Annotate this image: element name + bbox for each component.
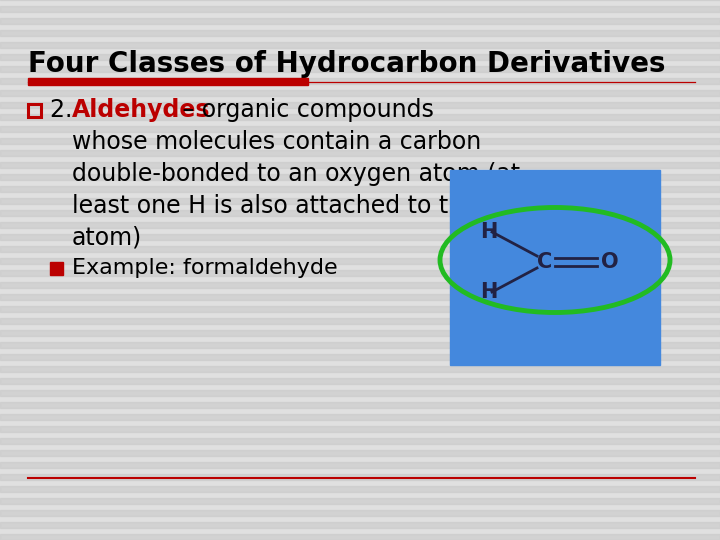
Bar [0, 498, 720, 504]
Text: H: H [480, 282, 498, 302]
Bar [0, 258, 720, 264]
Bar [50, 261, 63, 274]
Bar [0, 366, 720, 372]
Bar [0, 90, 720, 96]
Bar [0, 210, 720, 216]
Bar [0, 390, 720, 396]
Text: Example: formaldehyde: Example: formaldehyde [72, 258, 338, 278]
Bar [0, 486, 720, 492]
Bar [0, 294, 720, 300]
Text: 2.: 2. [50, 98, 80, 122]
Bar [0, 54, 720, 60]
Text: – organic compounds: – organic compounds [175, 98, 434, 122]
Text: Aldehydes: Aldehydes [72, 98, 210, 122]
Text: O: O [601, 252, 618, 272]
Bar [0, 306, 720, 312]
Bar [450, 170, 660, 365]
Bar [0, 354, 720, 360]
Text: least one H is also attached to the C: least one H is also attached to the C [72, 194, 502, 218]
Bar [0, 474, 720, 480]
Bar [0, 522, 720, 528]
Bar [0, 198, 720, 204]
Bar [0, 174, 720, 180]
Bar [0, 402, 720, 408]
Bar [0, 30, 720, 36]
Bar [0, 18, 720, 24]
Bar [0, 438, 720, 444]
Text: C: C [537, 252, 553, 272]
Bar [0, 378, 720, 384]
Text: Four Classes of Hydrocarbon Derivatives: Four Classes of Hydrocarbon Derivatives [28, 50, 665, 78]
Bar [0, 114, 720, 120]
Bar [0, 234, 720, 240]
Bar [0, 342, 720, 348]
Bar [0, 450, 720, 456]
Bar [0, 510, 720, 516]
Text: atom): atom) [72, 226, 143, 250]
Bar [0, 414, 720, 420]
Bar [0, 270, 720, 276]
Bar [0, 462, 720, 468]
Bar [0, 138, 720, 144]
Text: H: H [480, 222, 498, 242]
Text: whose molecules contain a carbon: whose molecules contain a carbon [72, 130, 481, 154]
Bar [0, 330, 720, 336]
Bar [0, 102, 720, 108]
Text: double-bonded to an oxygen atom (at: double-bonded to an oxygen atom (at [72, 162, 520, 186]
Bar [0, 534, 720, 540]
Bar [0, 318, 720, 324]
Bar [0, 6, 720, 12]
Bar [0, 426, 720, 432]
Bar [0, 246, 720, 252]
Bar [0, 66, 720, 72]
Bar [28, 78, 308, 85]
Bar [0, 42, 720, 48]
Bar [0, 126, 720, 132]
Bar [28, 104, 41, 117]
Bar [0, 78, 720, 84]
Bar [0, 282, 720, 288]
Bar [0, 222, 720, 228]
Bar [0, 150, 720, 156]
Bar [0, 186, 720, 192]
Bar [0, 162, 720, 168]
